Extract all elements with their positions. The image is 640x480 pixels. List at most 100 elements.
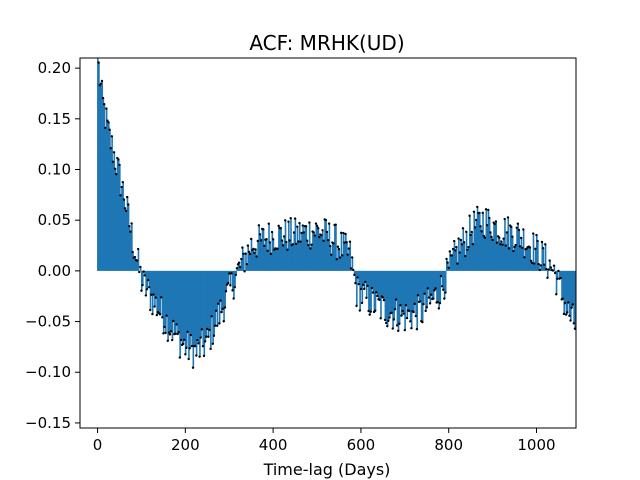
acf-bar bbox=[535, 235, 538, 271]
acf-bar bbox=[465, 231, 468, 271]
acf-bar bbox=[393, 270, 395, 320]
acf-point bbox=[122, 198, 126, 201]
acf-point bbox=[125, 195, 129, 199]
acf-point bbox=[473, 226, 477, 229]
acf-point bbox=[224, 290, 228, 293]
acf-bar bbox=[292, 244, 294, 271]
acf-point bbox=[478, 211, 481, 215]
acf-bar bbox=[247, 245, 249, 271]
acf-point bbox=[112, 151, 116, 154]
acf-point bbox=[243, 270, 246, 273]
acf-point bbox=[211, 342, 214, 346]
acf-bar bbox=[168, 270, 170, 333]
acf-point bbox=[214, 309, 218, 312]
acf-point bbox=[387, 319, 390, 322]
acf-point bbox=[436, 300, 439, 304]
acf-point bbox=[184, 353, 187, 356]
acf-point bbox=[322, 239, 325, 242]
acf-point bbox=[195, 354, 198, 357]
acf-point bbox=[237, 261, 241, 264]
acf-bar bbox=[473, 211, 476, 271]
acf-point bbox=[271, 238, 275, 241]
acf-point bbox=[167, 331, 171, 334]
acf-point bbox=[427, 296, 431, 299]
acf-bar bbox=[268, 223, 270, 271]
acf-bar bbox=[250, 238, 253, 271]
acf-bar bbox=[172, 270, 175, 321]
acf-point bbox=[502, 237, 505, 240]
acf-point bbox=[465, 230, 468, 234]
acf-bar bbox=[438, 270, 440, 309]
acf-bar bbox=[98, 62, 100, 271]
acf-bar bbox=[171, 270, 174, 341]
acf-point bbox=[293, 217, 297, 220]
acf-point bbox=[117, 158, 120, 161]
acf-bar bbox=[144, 270, 146, 276]
acf-bar bbox=[489, 232, 492, 271]
acf-bar bbox=[113, 152, 116, 271]
y-tick-label: −0.10 bbox=[25, 363, 71, 381]
acf-bar bbox=[136, 260, 139, 271]
acf-bar bbox=[470, 235, 472, 271]
acf-point bbox=[296, 225, 299, 228]
acf-point bbox=[104, 126, 107, 130]
plot-frame bbox=[79, 57, 577, 429]
acf-bar bbox=[318, 237, 321, 271]
acf-point bbox=[391, 327, 394, 330]
acf-point bbox=[210, 315, 213, 318]
acf-bar bbox=[388, 270, 391, 318]
acf-point bbox=[203, 340, 207, 343]
acf-bar bbox=[328, 223, 331, 271]
acf-bar bbox=[346, 242, 348, 271]
acf-bar bbox=[225, 270, 228, 292]
acf-point bbox=[285, 240, 288, 244]
acf-bar bbox=[517, 223, 519, 271]
acf-bar bbox=[563, 270, 566, 314]
acf-point bbox=[291, 243, 295, 246]
acf-bar bbox=[360, 270, 363, 289]
acf-point bbox=[337, 247, 341, 251]
acf-bar bbox=[521, 247, 524, 271]
acf-point bbox=[383, 318, 387, 322]
acf-bar bbox=[531, 262, 534, 271]
acf-point bbox=[241, 246, 244, 249]
acf-point bbox=[452, 239, 456, 243]
acf-point bbox=[152, 293, 155, 296]
acf-bar bbox=[236, 268, 239, 271]
acf-point bbox=[485, 223, 489, 227]
acf-bar bbox=[195, 270, 198, 356]
acf-bar bbox=[471, 231, 473, 271]
acf-bar bbox=[110, 148, 112, 271]
acf-bar bbox=[338, 249, 341, 271]
acf-point bbox=[515, 226, 518, 229]
acf-point bbox=[305, 239, 309, 242]
acf-bar bbox=[253, 253, 256, 271]
acf-bar bbox=[156, 270, 158, 316]
acf-bar bbox=[199, 270, 201, 357]
acf-bar bbox=[411, 270, 414, 312]
acf-point bbox=[141, 283, 144, 287]
acf-bar bbox=[532, 233, 535, 271]
acf-bar bbox=[121, 187, 123, 271]
acf-bar bbox=[528, 246, 530, 271]
acf-bar bbox=[484, 237, 487, 271]
acf-point bbox=[548, 259, 551, 262]
x-axis: 0 200 400 600 800 1000 bbox=[93, 428, 556, 454]
acf-bar bbox=[467, 247, 470, 271]
acf-bar bbox=[499, 244, 502, 271]
acf-bar bbox=[469, 215, 471, 271]
acf-point bbox=[444, 291, 447, 294]
acf-bar bbox=[461, 244, 463, 271]
acf-bar bbox=[309, 248, 312, 271]
x-tick-label: 1000 bbox=[517, 436, 555, 454]
acf-bar bbox=[275, 248, 278, 271]
acf-bar bbox=[295, 243, 298, 271]
acf-point bbox=[368, 313, 371, 316]
acf-point bbox=[490, 235, 493, 239]
acf-bar bbox=[466, 249, 469, 271]
acf-point bbox=[528, 246, 532, 249]
acf-bar bbox=[120, 195, 122, 271]
acf-bar bbox=[259, 234, 262, 271]
acf-bar bbox=[133, 257, 135, 271]
acf-point bbox=[355, 304, 358, 308]
